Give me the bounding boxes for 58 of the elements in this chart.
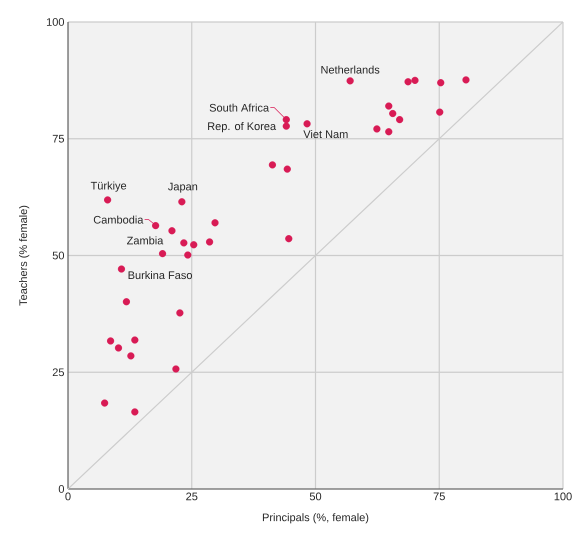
annotation: Zambia <box>127 236 164 244</box>
point <box>268 161 276 168</box>
point <box>152 222 160 230</box>
annotation: Burkina Faso <box>128 271 192 280</box>
point <box>303 120 311 128</box>
x-tick-label: 25 <box>186 492 198 500</box>
point <box>114 344 122 352</box>
point <box>385 128 392 136</box>
point <box>404 78 412 86</box>
point <box>206 238 214 246</box>
y-axis-title: Teachers (% female) <box>19 206 30 306</box>
y-tick-label: 25 <box>52 368 64 376</box>
point <box>285 235 292 242</box>
point <box>389 110 396 118</box>
point <box>462 76 470 84</box>
y-tick-label: 100 <box>46 18 64 26</box>
point <box>284 166 291 173</box>
annotation: Rep. of Korea <box>208 122 276 132</box>
annotation: South Africa <box>210 104 270 112</box>
annotation: Türkiye <box>90 181 126 192</box>
point <box>211 219 219 226</box>
point <box>104 196 112 204</box>
point <box>184 251 192 259</box>
point <box>118 265 126 273</box>
point <box>396 116 404 124</box>
point <box>346 77 354 84</box>
annotation: Viet Nam <box>303 130 348 138</box>
x-tick-label: 100 <box>554 492 572 500</box>
point <box>411 76 419 84</box>
point <box>282 122 290 130</box>
y-tick-label: 75 <box>52 134 64 143</box>
annotation: Netherlands <box>321 66 380 74</box>
point <box>385 102 392 110</box>
point <box>190 241 198 248</box>
point <box>101 399 108 407</box>
point <box>178 198 186 206</box>
annotation: Cambodia <box>94 216 144 224</box>
point <box>172 365 180 373</box>
point <box>176 309 184 317</box>
x-axis-title: Principals (%, female) <box>262 513 368 524</box>
point <box>373 125 380 133</box>
annotation: Japan <box>168 182 198 193</box>
point <box>282 116 290 124</box>
point <box>437 79 444 86</box>
x-tick-label: 50 <box>310 492 322 500</box>
point <box>127 352 134 360</box>
point <box>180 239 188 246</box>
x-tick-label: 0 <box>65 492 71 500</box>
point <box>168 227 176 234</box>
point <box>106 337 114 345</box>
y-tick-label: 50 <box>52 252 64 260</box>
point <box>131 408 138 416</box>
y-tick-label: 0 <box>58 485 64 493</box>
point <box>158 250 166 258</box>
point <box>122 298 130 306</box>
x-tick-label: 75 <box>434 492 445 500</box>
point <box>436 108 444 116</box>
point <box>131 336 138 344</box>
